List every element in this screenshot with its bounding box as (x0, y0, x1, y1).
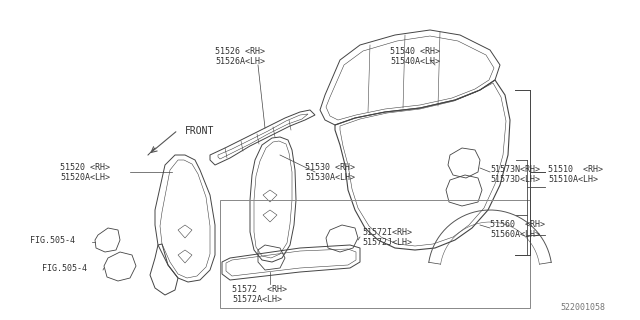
Text: 51530 <RH>
51530A<LH>: 51530 <RH> 51530A<LH> (305, 163, 355, 182)
Text: FIG.505-4: FIG.505-4 (42, 264, 87, 273)
Text: FRONT: FRONT (185, 126, 214, 136)
Bar (220, 200, 530, 308)
Text: 51572I<RH>
51572J<LH>: 51572I<RH> 51572J<LH> (362, 228, 412, 247)
Text: 51520 <RH>
51520A<LH>: 51520 <RH> 51520A<LH> (60, 163, 110, 182)
Text: 51572  <RH>
51572A<LH>: 51572 <RH> 51572A<LH> (232, 285, 287, 304)
Text: 51540 <RH>
51540A<LH>: 51540 <RH> 51540A<LH> (390, 47, 440, 67)
Text: 51573N<RH>
51573D<LH>: 51573N<RH> 51573D<LH> (490, 165, 540, 184)
Text: 51560  <RH>
51560A<LH>: 51560 <RH> 51560A<LH> (490, 220, 545, 239)
Text: 51526 <RH>
51526A<LH>: 51526 <RH> 51526A<LH> (215, 47, 265, 67)
Text: FIG.505-4: FIG.505-4 (30, 236, 75, 245)
Text: 522001058: 522001058 (560, 303, 605, 312)
Text: 51510  <RH>
51510A<LH>: 51510 <RH> 51510A<LH> (548, 165, 603, 184)
